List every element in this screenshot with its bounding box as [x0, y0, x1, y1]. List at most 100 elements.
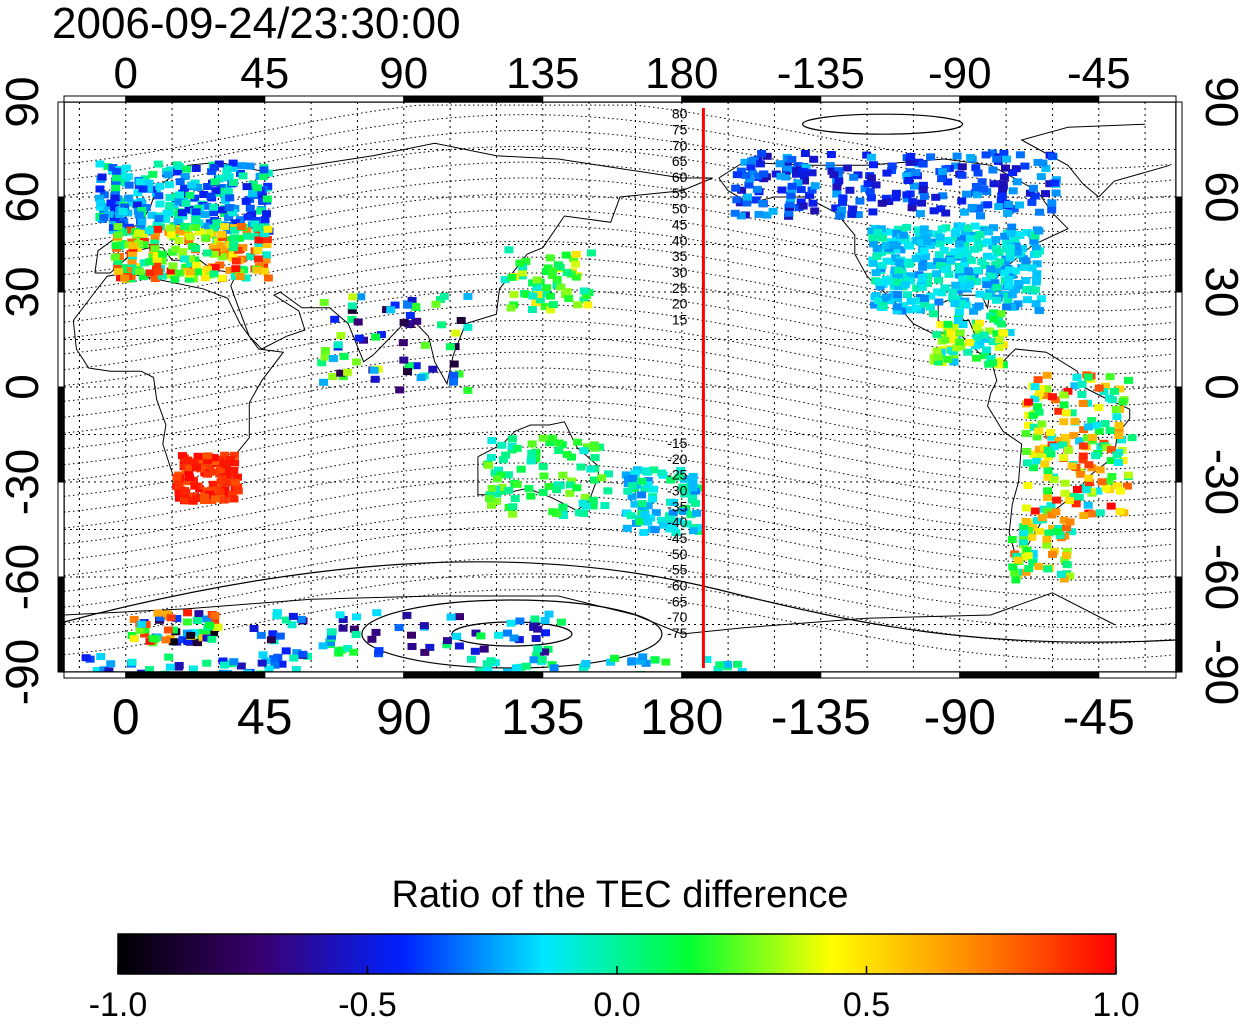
tec-pixel	[1049, 443, 1059, 451]
tec-pixel	[137, 620, 146, 628]
tec-pixel	[261, 251, 271, 259]
tec-pixel	[657, 469, 667, 477]
tec-pixel	[998, 185, 1008, 193]
tec-pixel	[1011, 165, 1021, 173]
tec-pixel	[127, 658, 137, 666]
tec-pixel	[449, 360, 459, 368]
tec-pixel	[501, 451, 511, 459]
longitude-label: -135	[777, 49, 865, 98]
tec-pixel	[237, 162, 247, 170]
tec-pixel	[671, 529, 681, 537]
tec-pixel	[1058, 441, 1068, 449]
tec-pixel	[881, 241, 891, 249]
tec-pixel	[140, 626, 150, 634]
tec-pixel	[201, 630, 211, 638]
tec-pixel	[243, 232, 253, 240]
tec-pixel	[1105, 427, 1115, 434]
dip-latitude-label: -25	[667, 467, 687, 483]
tec-pixel	[958, 321, 968, 328]
tec-pixel	[579, 447, 589, 455]
tec-pixel	[416, 374, 426, 381]
tec-pixel	[1023, 482, 1033, 490]
tec-pixel	[1013, 556, 1023, 564]
latitude-label: 30	[1196, 266, 1240, 317]
tec-pixel	[220, 223, 230, 231]
tec-pixel	[1055, 531, 1065, 539]
tec-pixel	[989, 180, 999, 188]
tec-pixel	[502, 668, 512, 672]
tec-pixel	[208, 480, 218, 488]
tec-pixel	[998, 180, 1008, 188]
tec-pixel	[588, 496, 598, 504]
tec-pixel	[988, 253, 998, 261]
tec-pixel	[1069, 493, 1079, 501]
tec-pixel	[646, 514, 655, 522]
tec-pixel	[541, 290, 550, 298]
tec-pixel	[679, 508, 689, 515]
tec-pixel	[202, 634, 212, 642]
tec-pixel	[219, 496, 229, 504]
tec-pixel	[1030, 192, 1040, 200]
tec-pixel	[190, 482, 200, 490]
dip-latitude-label: -55	[667, 562, 687, 578]
tec-pixel	[891, 189, 901, 197]
tec-pixel	[504, 486, 514, 494]
tec-pixel	[918, 263, 928, 271]
tec-pixel	[878, 229, 888, 237]
tec-pixel	[150, 275, 160, 283]
tec-pixel	[1059, 391, 1069, 399]
tec-pixel	[868, 234, 878, 242]
tec-pixel	[556, 618, 566, 626]
tec-pixel	[926, 241, 936, 249]
tec-pixel	[452, 632, 462, 640]
tec-pixel	[1035, 389, 1045, 397]
tec-pixel	[214, 160, 224, 168]
axis-bar-segment	[1175, 196, 1183, 293]
axis-bar-segment	[403, 671, 544, 679]
tec-pixel	[657, 516, 667, 524]
tec-pixel	[810, 182, 820, 190]
tec-pixel	[174, 488, 184, 496]
tec-pixel	[1023, 296, 1032, 304]
tec-pixel	[962, 249, 972, 257]
tec-pixel	[217, 274, 227, 282]
tec-pixel	[112, 167, 122, 175]
tec-pixel	[746, 163, 756, 171]
tec-pixel	[445, 343, 455, 351]
tec-pixel	[189, 458, 199, 466]
tec-pixel	[517, 269, 527, 277]
tec-pixel	[150, 245, 160, 253]
tec-pixel	[475, 667, 485, 672]
tec-pixel	[526, 457, 536, 465]
tec-pixel	[236, 223, 246, 230]
tec-pixel	[903, 258, 913, 266]
tec-pixel	[847, 210, 857, 218]
tec-pixel	[630, 500, 640, 508]
tec-pixel	[229, 466, 239, 474]
tec-pixel	[449, 378, 458, 386]
tec-pixel	[793, 179, 803, 187]
tec-pixel	[158, 250, 168, 258]
latitude-label: 90	[0, 76, 48, 127]
tec-pixel	[193, 452, 203, 460]
tec-pixel	[199, 191, 209, 198]
tec-pixel	[1124, 376, 1133, 384]
tec-pixel	[138, 273, 148, 281]
tec-pixel	[512, 480, 522, 488]
tec-pixel	[174, 269, 184, 277]
tec-pixel	[1047, 393, 1057, 401]
tec-pixel	[913, 226, 923, 234]
tec-pixel	[929, 310, 939, 318]
tec-pixel	[946, 346, 956, 354]
tec-pixel	[955, 329, 965, 337]
tec-pixel	[590, 444, 600, 452]
tec-pixel	[1042, 541, 1052, 549]
tec-pixel	[787, 156, 797, 164]
tec-pixel	[217, 230, 227, 238]
tec-pixel	[238, 172, 248, 180]
tec-pixel	[1097, 478, 1107, 486]
tec-pixel	[529, 656, 539, 664]
tec-pixel	[845, 186, 855, 194]
tec-pixel	[221, 467, 231, 475]
tec-pixel	[974, 302, 984, 310]
